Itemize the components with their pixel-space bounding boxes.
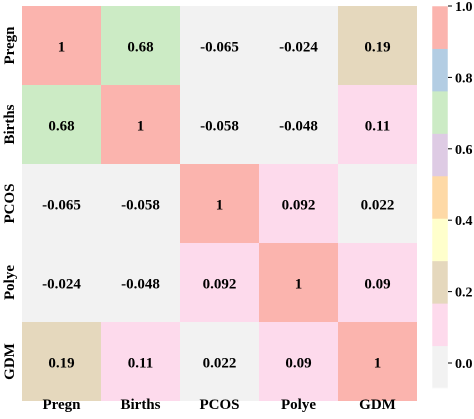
heatmap-cell-gdm-births — [101, 322, 180, 401]
column-label-pcos: PCOS — [199, 397, 239, 413]
cell-label: 0.11 — [365, 119, 390, 135]
cell-label: 0.022 — [203, 356, 237, 372]
column-label-births: Births — [120, 397, 160, 413]
heatmap-cell-pregn-pregn — [22, 6, 101, 85]
heatmap-cell-pcos-pregn — [22, 164, 101, 243]
heatmap-cell-births-gdm — [338, 85, 417, 164]
colorbar-bin — [432, 345, 448, 389]
heatmap-cell-pregn-pcos — [180, 6, 259, 85]
colorbar-bin — [432, 260, 448, 304]
colorbar-frame — [431, 5, 449, 389]
colorbar-bin — [432, 48, 448, 92]
heatmap-cell-births-births — [101, 85, 180, 164]
row-label-gdm: GDM — [2, 343, 18, 380]
cell-label: 1 — [58, 40, 66, 56]
cell-label: -0.048 — [279, 119, 318, 135]
heatmap-cell-pregn-polye — [259, 6, 338, 85]
cell-label: 0.19 — [364, 40, 390, 56]
row-label-pregn: Pregn — [2, 26, 18, 65]
heatmap-cell-gdm-gdm — [338, 322, 417, 401]
heatmap-cell-polye-gdm — [338, 243, 417, 322]
column-label-polye: Polye — [281, 397, 316, 413]
heatmap-cell-pcos-pcos — [180, 164, 259, 243]
cell-label: 0.19 — [48, 356, 74, 372]
heatmap-cell-births-polye — [259, 85, 338, 164]
cell-label: 1 — [137, 119, 145, 135]
colorbar-bin — [432, 218, 448, 262]
heatmap-cell-gdm-polye — [259, 322, 338, 401]
colorbar-bin — [432, 6, 448, 49]
cell-label: 0.68 — [127, 40, 153, 56]
cell-label: 1 — [295, 277, 303, 293]
cell-label: 0.11 — [128, 356, 153, 372]
cell-label: 0.092 — [282, 198, 316, 214]
cell-label: -0.065 — [42, 198, 81, 214]
column-label-gdm: GDM — [359, 397, 396, 413]
heatmap-cell-polye-polye — [259, 243, 338, 322]
colorbar-bin — [432, 90, 448, 134]
cell-label: -0.024 — [279, 40, 318, 56]
heatmap-cell-pcos-births — [101, 164, 180, 243]
heatmap-cell-births-pcos — [180, 85, 259, 164]
heatmap-cell-polye-pregn — [22, 243, 101, 322]
cell-label: -0.058 — [121, 198, 160, 214]
heatmap-cell-pcos-gdm — [338, 164, 417, 243]
row-label-pcos: PCOS — [2, 183, 18, 223]
row-label-births: Births — [2, 104, 18, 144]
heatmap-cell-pregn-births — [101, 6, 180, 85]
cell-label: 1 — [374, 356, 382, 372]
heatmap-cell-polye-births — [101, 243, 180, 322]
cell-label: -0.048 — [121, 277, 160, 293]
heatmap-cell-gdm-pcos — [180, 322, 259, 401]
colorbar-tick-label: 0.0 — [455, 357, 473, 372]
cell-label: 0.68 — [48, 119, 74, 135]
heatmap-cell-polye-pcos — [180, 243, 259, 322]
heatmap-cell-births-pregn — [22, 85, 101, 164]
colorbar-tick-label: 0.8 — [455, 71, 473, 86]
heatmap-cell-gdm-pregn — [22, 322, 101, 401]
cell-label: -0.065 — [200, 40, 239, 56]
cell-label: 0.092 — [203, 277, 237, 293]
heatmap-cell-pregn-gdm — [338, 6, 417, 85]
colorbar-bin — [432, 175, 448, 219]
colorbar-bin — [432, 133, 448, 177]
cell-label: 1 — [216, 198, 224, 214]
row-label-polye: Polye — [2, 265, 18, 300]
colorbar-bin — [432, 303, 448, 347]
colorbar-tick-label: 0.2 — [455, 286, 473, 301]
cell-label: -0.024 — [42, 277, 81, 293]
colorbar-tick-label: 0.4 — [455, 214, 473, 229]
cell-label: 0.022 — [361, 198, 395, 214]
cell-label: 0.09 — [364, 277, 390, 293]
colorbar-tick-label: 1.0 — [455, 0, 473, 15]
heatmap-cell-pcos-polye — [259, 164, 338, 243]
cell-label: 0.09 — [285, 356, 311, 372]
cell-label: -0.058 — [200, 119, 239, 135]
colorbar-tick-label: 0.6 — [455, 143, 473, 158]
column-label-pregn: Pregn — [42, 397, 81, 413]
